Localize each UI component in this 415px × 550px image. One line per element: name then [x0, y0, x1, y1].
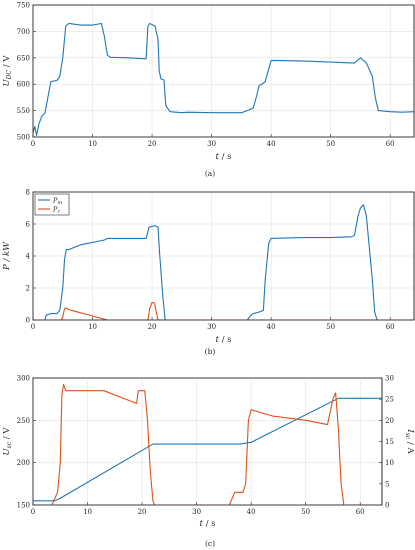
- y-axis-label: Usc / V: [2, 427, 13, 456]
- y2-tick-label: 10: [385, 459, 394, 467]
- y-tick-label: 0: [26, 317, 30, 325]
- series-line-p-r: [33, 301, 414, 320]
- y2-axis-label: Isc / A: [404, 428, 415, 454]
- legend-label: Pm: [52, 196, 62, 206]
- x-tick-label: 30: [192, 508, 201, 516]
- caption-a: (a): [205, 169, 215, 178]
- plot-area: [32, 4, 415, 138]
- y-tick-label: 150: [17, 502, 30, 510]
- x-tick-label: 0: [31, 323, 35, 331]
- x-tick-label: 10: [83, 508, 92, 516]
- y-axis-label: P / kW: [2, 241, 12, 271]
- y-tick-label: 750: [17, 2, 30, 10]
- y-tick-label: 550: [17, 107, 30, 115]
- plot-border: [32, 4, 415, 138]
- panel-a: (a) 0 10 20 30 40 50 60 500 550 600 650 700 750 t / s…: [2, 2, 415, 178]
- x-tick-label: 30: [207, 140, 216, 148]
- caption-b: (b): [205, 347, 216, 356]
- y-tick-label: 600: [17, 81, 30, 89]
- y2-tick-label: 5: [385, 480, 389, 488]
- y-tick-label: 4: [26, 253, 31, 261]
- x-tick-label: 60: [386, 140, 395, 148]
- y2-tick-label: 30: [385, 375, 394, 383]
- x-axis-label: t / s: [199, 519, 215, 529]
- series-line-i-sc: [33, 383, 382, 505]
- x-tick-label: 60: [386, 323, 395, 331]
- legend-label: Pr: [52, 205, 60, 215]
- y2-tick-label: 20: [385, 417, 394, 425]
- y2-tick-label: 15: [385, 438, 394, 446]
- series-line-udc: [33, 22, 414, 136]
- x-tick-label: 10: [88, 323, 97, 331]
- x-tick-label: 60: [356, 508, 365, 516]
- caption-c: (c): [205, 539, 215, 548]
- series-line-u-sc: [33, 397, 382, 502]
- y-tick-label: 2: [26, 285, 30, 293]
- x-tick-label: 40: [267, 140, 276, 148]
- y2-tick-label: 0: [385, 502, 389, 510]
- y-tick-label: 650: [17, 54, 30, 62]
- x-tick-label: 0: [31, 508, 35, 516]
- x-tick-label: 30: [207, 323, 216, 331]
- x-axis-label: t / s: [215, 335, 231, 345]
- x-tick-label: 20: [138, 508, 147, 516]
- y-tick-label: 250: [17, 417, 30, 425]
- x-tick-label: 20: [148, 140, 157, 148]
- legend-box: [34, 193, 70, 216]
- y-tick-label: 6: [26, 221, 31, 229]
- x-axis-label: t / s: [215, 152, 231, 162]
- y-tick-label: 8: [26, 189, 30, 197]
- y-tick-label: 200: [17, 459, 30, 467]
- x-tick-label: 50: [326, 323, 335, 331]
- y-tick-label: 300: [17, 375, 30, 383]
- x-tick-label: 0: [31, 140, 35, 148]
- x-tick-label: 20: [148, 323, 157, 331]
- y2-tick-label: 25: [385, 396, 394, 404]
- x-tick-label: 40: [267, 323, 276, 331]
- y-axis-label: UDC / V: [2, 55, 13, 87]
- plot-border: [32, 377, 383, 506]
- y-tick-label: 500: [17, 134, 30, 142]
- plot-area: [32, 377, 383, 506]
- x-tick-label: 50: [326, 140, 335, 148]
- panel-c: (c) 0 10 20 30 40 50 60 150 200 250 300 0 5 10 15 20 25 3…: [2, 375, 415, 549]
- x-tick-label: 40: [247, 508, 256, 516]
- x-tick-label: 50: [301, 508, 310, 516]
- x-tick-label: 10: [88, 140, 97, 148]
- y-tick-label: 700: [17, 28, 30, 36]
- series-line-p-m: [33, 204, 414, 320]
- plot-border: [32, 191, 415, 321]
